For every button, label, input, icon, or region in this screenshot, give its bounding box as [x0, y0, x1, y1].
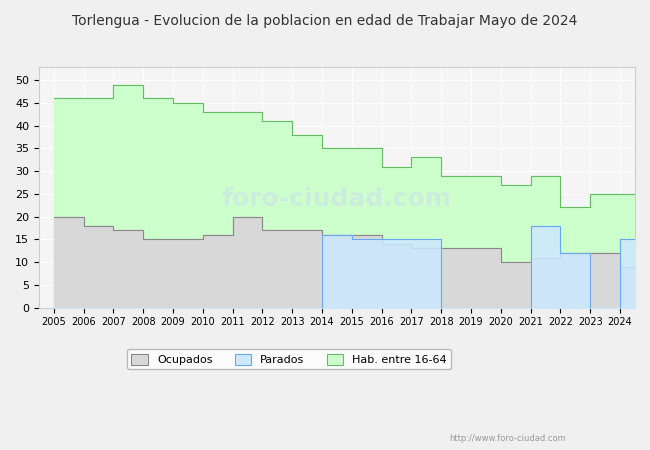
Text: foro-ciudad.com: foro-ciudad.com — [222, 187, 452, 211]
Legend: Ocupados, Parados, Hab. entre 16-64: Ocupados, Parados, Hab. entre 16-64 — [127, 349, 451, 369]
Text: Torlengua - Evolucion de la poblacion en edad de Trabajar Mayo de 2024: Torlengua - Evolucion de la poblacion en… — [72, 14, 578, 27]
Text: http://www.foro-ciudad.com: http://www.foro-ciudad.com — [448, 434, 566, 443]
